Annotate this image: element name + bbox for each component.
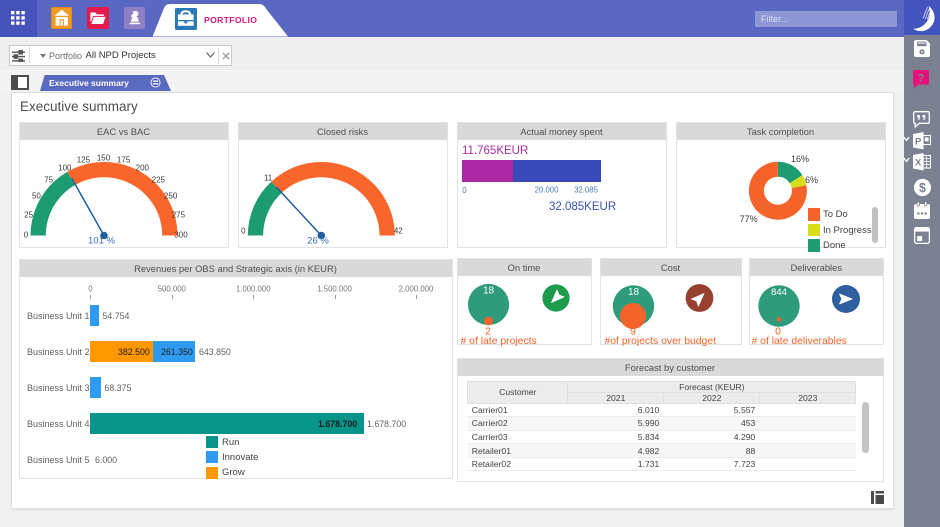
- svg-text:X: X: [915, 158, 922, 169]
- svg-text:18: 18: [482, 285, 494, 296]
- svg-text:P: P: [915, 137, 922, 148]
- svg-text:?: ?: [918, 72, 925, 84]
- svg-text:844: 844: [771, 287, 787, 298]
- svg-text:18: 18: [627, 287, 639, 298]
- svg-text:$: $: [919, 181, 926, 195]
